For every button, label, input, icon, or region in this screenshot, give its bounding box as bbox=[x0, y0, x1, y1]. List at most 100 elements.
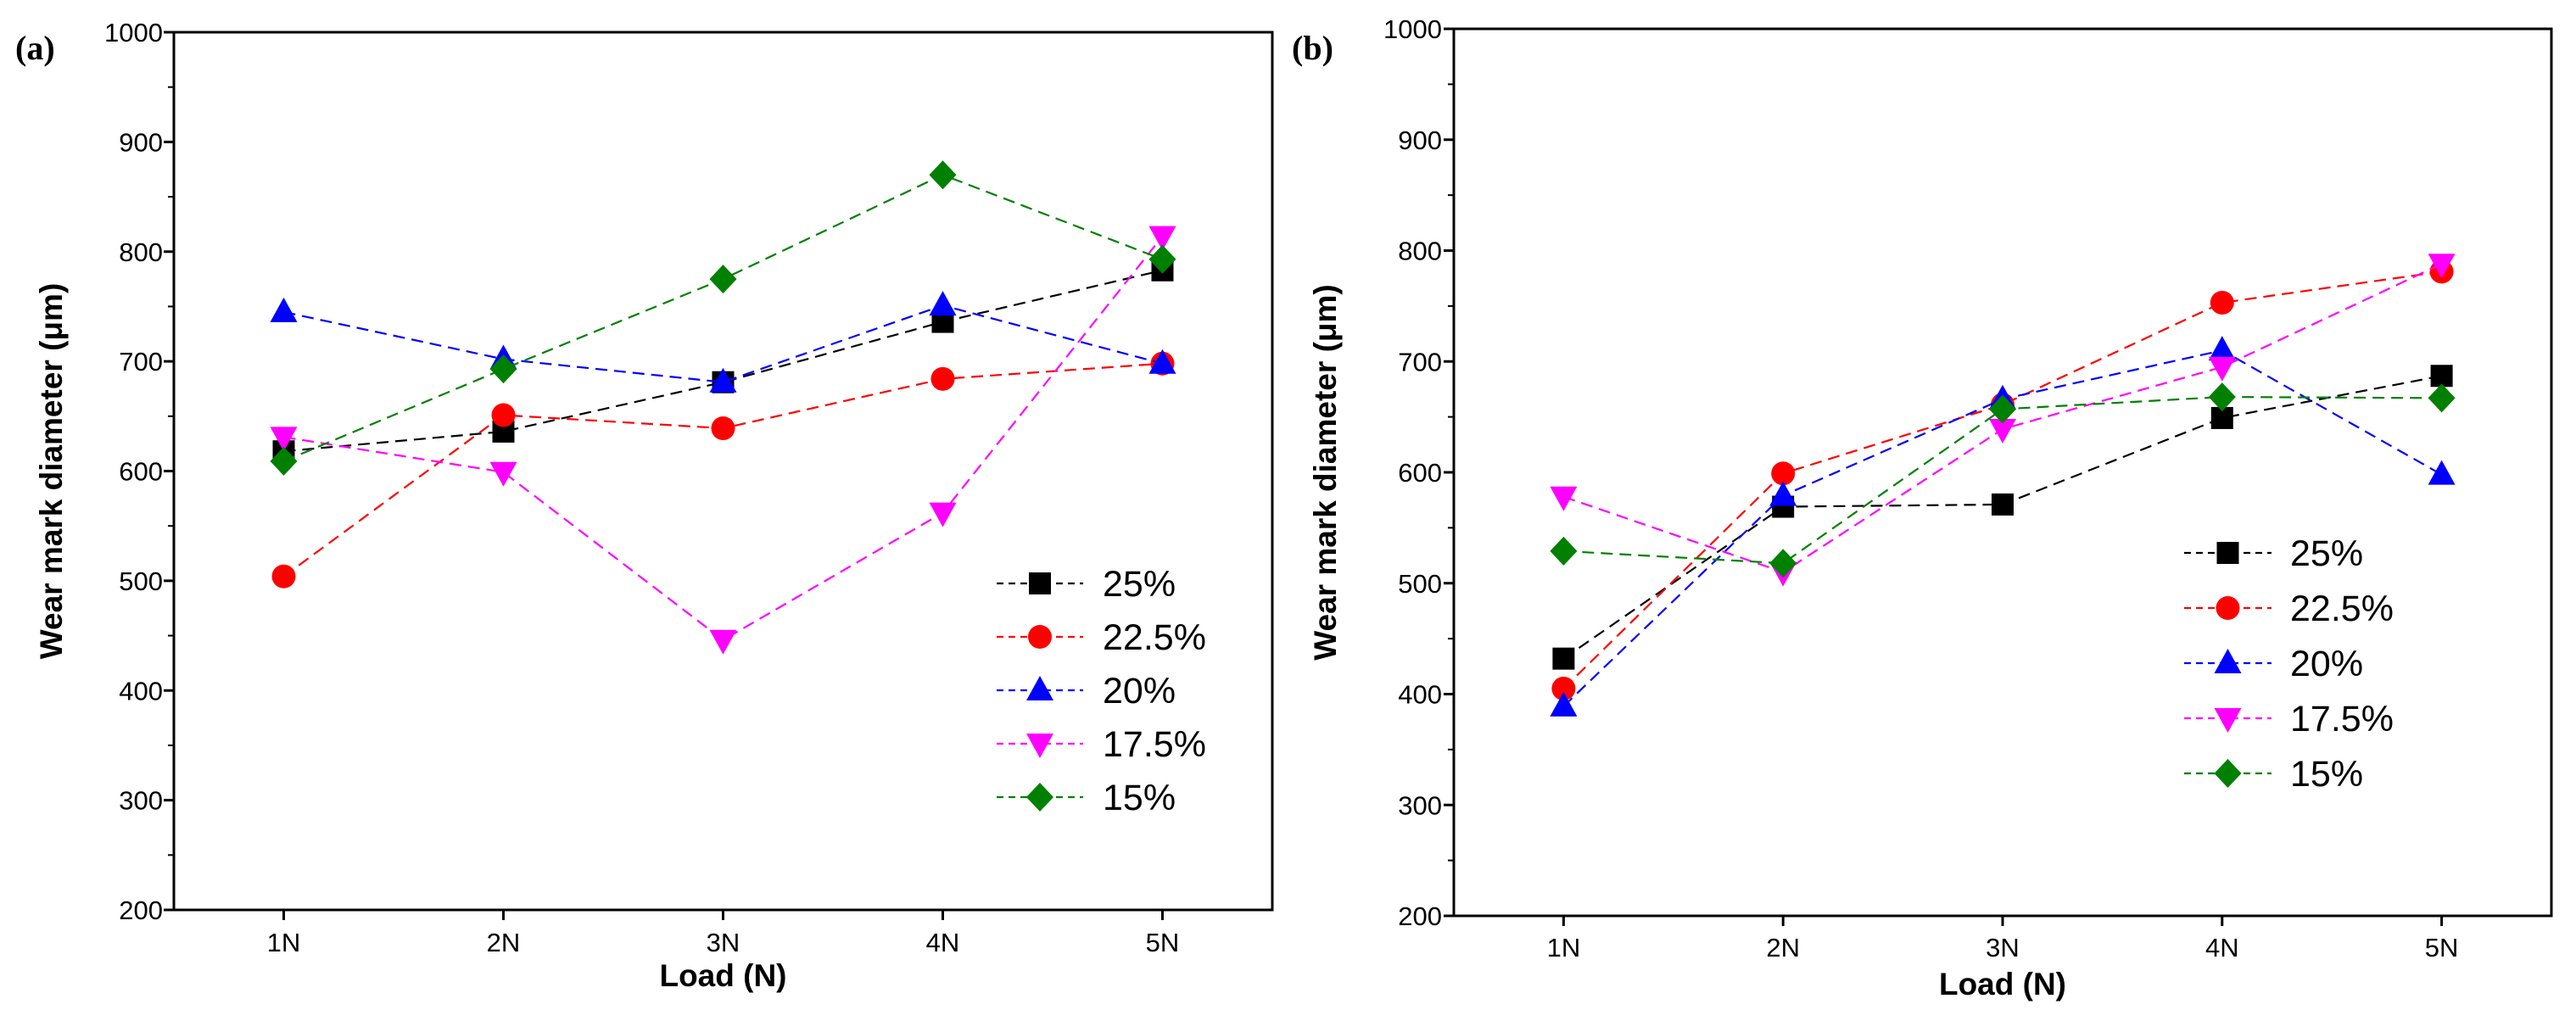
panel-a: (a) 200 300 400 500 600 700 800 900 1000 1N 2N 3N 4… bbox=[15, 18, 1274, 993]
panel-b-y-tick-label: 800 bbox=[1398, 237, 1442, 266]
panel-b-legend-label-25: 25% bbox=[2290, 533, 2363, 574]
panel-a-point-15-3n bbox=[709, 265, 737, 294]
panel-a-legend-label-17-5: 17.5% bbox=[1103, 724, 1206, 765]
panel-a-legend-marker-22-5 bbox=[1028, 625, 1052, 649]
panel-a-point-22-5-3n bbox=[711, 416, 735, 441]
panel-a-y-tick-label: 700 bbox=[119, 347, 163, 377]
panel-b-point-25-1n bbox=[1552, 647, 1575, 670]
panel-a-point-17-5-1n bbox=[270, 427, 298, 452]
panel-b-point-17-5-4n bbox=[2208, 356, 2236, 382]
panel-a-x-tick-label: 2N bbox=[487, 928, 521, 957]
panel-b-y-tick-label: 200 bbox=[1398, 901, 1442, 931]
panel-a-point-22-5-1n bbox=[271, 564, 296, 589]
panel-a-point-20-3n bbox=[709, 367, 737, 393]
panel-a-y-axis-title: Wear mark diameter (μm) bbox=[34, 283, 69, 660]
panel-a-y-tick-label: 400 bbox=[119, 676, 163, 706]
panel-a-series-line-20 bbox=[283, 304, 1163, 383]
panel-b-point-20-4n bbox=[2208, 336, 2236, 361]
panel-a-point-20-4n bbox=[929, 291, 957, 316]
panel-a-legend-item-20: 20% bbox=[997, 671, 1176, 711]
panel-a-point-15-2n bbox=[489, 354, 517, 384]
panel-b-y-tick-label: 600 bbox=[1398, 458, 1442, 488]
panel-b-series bbox=[1550, 254, 2456, 717]
panel-a-legend-label-15: 15% bbox=[1103, 778, 1176, 818]
panel-b-point-15-2n bbox=[1769, 549, 1797, 578]
panel-a-point-17-5-5n bbox=[1148, 226, 1176, 251]
panel-b-legend-item-20: 20% bbox=[2184, 644, 2363, 684]
panel-b-y-tick-label: 500 bbox=[1398, 569, 1442, 599]
panel-a-x-tick-label: 3N bbox=[707, 928, 740, 957]
panel-b-point-17-5-1n bbox=[1550, 486, 1578, 511]
panel-b-point-20-1n bbox=[1550, 691, 1578, 717]
panel-b-point-20-5n bbox=[2428, 460, 2456, 485]
panel-b-plot-frame bbox=[1452, 27, 2553, 918]
panel-a-point-20-1n bbox=[270, 297, 298, 322]
panel-b-x-tick-label: 2N bbox=[1766, 933, 1800, 962]
panel-b-point-15-3n bbox=[1989, 394, 2016, 424]
panel-b-legend-label-20: 20% bbox=[2290, 644, 2363, 684]
panel-a-point-20-5n bbox=[1148, 349, 1176, 374]
panel-b-y-tick-label: 400 bbox=[1398, 680, 1442, 710]
panel-b-legend-marker-20 bbox=[2214, 649, 2242, 673]
panel-a-y-tick-label: 300 bbox=[119, 786, 163, 816]
panel-b-x-tick-label: 5N bbox=[2425, 933, 2459, 962]
panel-a-point-17-5-2n bbox=[489, 461, 517, 487]
panel-b-y-tick-label: 900 bbox=[1398, 126, 1442, 155]
panel-a-x-tick-label: 5N bbox=[1146, 928, 1180, 957]
panel-b-legend-item-22-5: 22.5% bbox=[2184, 589, 2394, 629]
panel-a-plot-frame bbox=[172, 31, 1274, 912]
panel-b-point-17-5-3n bbox=[1989, 419, 2016, 444]
panel-b-x-axis-title: Load (N) bbox=[1939, 967, 2066, 1001]
panel-a-x-tick-label: 4N bbox=[926, 928, 960, 957]
panel-b-legend-label-17-5: 17.5% bbox=[2290, 699, 2394, 739]
panel-b-point-22-5-1n bbox=[1551, 676, 1576, 700]
panel-a-series bbox=[270, 160, 1176, 655]
panel-a-legend-label-20: 20% bbox=[1103, 671, 1176, 711]
panel-a-y-ticks: 200 300 400 500 600 700 800 900 1000 bbox=[104, 18, 174, 925]
panel-b-y-tick-label: 700 bbox=[1398, 347, 1442, 377]
panel-b-legend-label-22-5: 22.5% bbox=[2290, 589, 2394, 629]
panel-a-legend-marker-17-5 bbox=[1026, 734, 1053, 758]
panel-a-legend-item-17-5: 17.5% bbox=[997, 724, 1206, 765]
panel-a-series-17-5 bbox=[270, 226, 1176, 655]
panel-b-x-tick-label: 1N bbox=[1547, 933, 1581, 962]
panel-b-legend-item-25: 25% bbox=[2184, 533, 2363, 574]
panel-a-x-axis-title: Load (N) bbox=[659, 958, 786, 993]
panel-b-legend: 25% 22.5% 20% 17.5% 15% bbox=[2184, 533, 2394, 795]
panel-b-legend-marker-17-5 bbox=[2214, 708, 2242, 733]
panel-a-legend-label-25: 25% bbox=[1103, 564, 1176, 605]
panel-b-point-25-5n bbox=[2430, 365, 2453, 388]
panel-a-point-17-5-4n bbox=[929, 502, 957, 527]
panel-b-y-axis-title: Wear mark diameter (μm) bbox=[1308, 284, 1343, 661]
panel-a-point-15-1n bbox=[270, 446, 298, 476]
panel-b-legend-label-15: 15% bbox=[2290, 754, 2363, 795]
panel-a-y-tick-label: 800 bbox=[119, 237, 163, 267]
panel-a-legend-marker-20 bbox=[1026, 676, 1053, 700]
panel-b-point-15-5n bbox=[2428, 383, 2456, 413]
panel-a-legend-marker-15 bbox=[1026, 783, 1053, 812]
panel-a-x-ticks: 1N 2N 3N 4N 5N bbox=[267, 910, 1180, 957]
panel-b-y-tick-label: 1000 bbox=[1383, 14, 1442, 44]
panel-b-point-17-5-5n bbox=[2428, 254, 2456, 279]
panel-a-x-tick-label: 1N bbox=[267, 928, 301, 957]
panel-b-legend-marker-15 bbox=[2214, 759, 2242, 788]
panel-a-series-15 bbox=[270, 160, 1176, 476]
panel-b-y-tick-label: 300 bbox=[1398, 790, 1442, 820]
panel-b-legend-item-17-5: 17.5% bbox=[2184, 699, 2394, 739]
panel-b-point-25-3n bbox=[1992, 493, 2014, 516]
panel-a-y-tick-label: 900 bbox=[119, 127, 163, 157]
panel-a-point-22-5-4n bbox=[930, 366, 955, 391]
panel-a-point-15-4n bbox=[929, 160, 957, 190]
panel-b-x-ticks: 1N 2N 3N 4N 5N bbox=[1547, 916, 2459, 962]
panel-a-point-17-5-3n bbox=[709, 629, 737, 655]
panel-a-series-22-5 bbox=[271, 351, 1175, 589]
panel-b-series-15 bbox=[1550, 382, 2456, 578]
panel-b-legend-marker-25 bbox=[2216, 542, 2239, 564]
panel-b-point-15-1n bbox=[1550, 536, 1578, 566]
panel-b-point-20-2n bbox=[1769, 481, 1797, 506]
panel-a-y-tick-label: 1000 bbox=[104, 18, 163, 47]
panel-b-x-tick-label: 3N bbox=[1986, 933, 2020, 962]
panel-a-legend-item-15: 15% bbox=[997, 778, 1176, 818]
panel-b-point-15-4n bbox=[2208, 382, 2236, 412]
